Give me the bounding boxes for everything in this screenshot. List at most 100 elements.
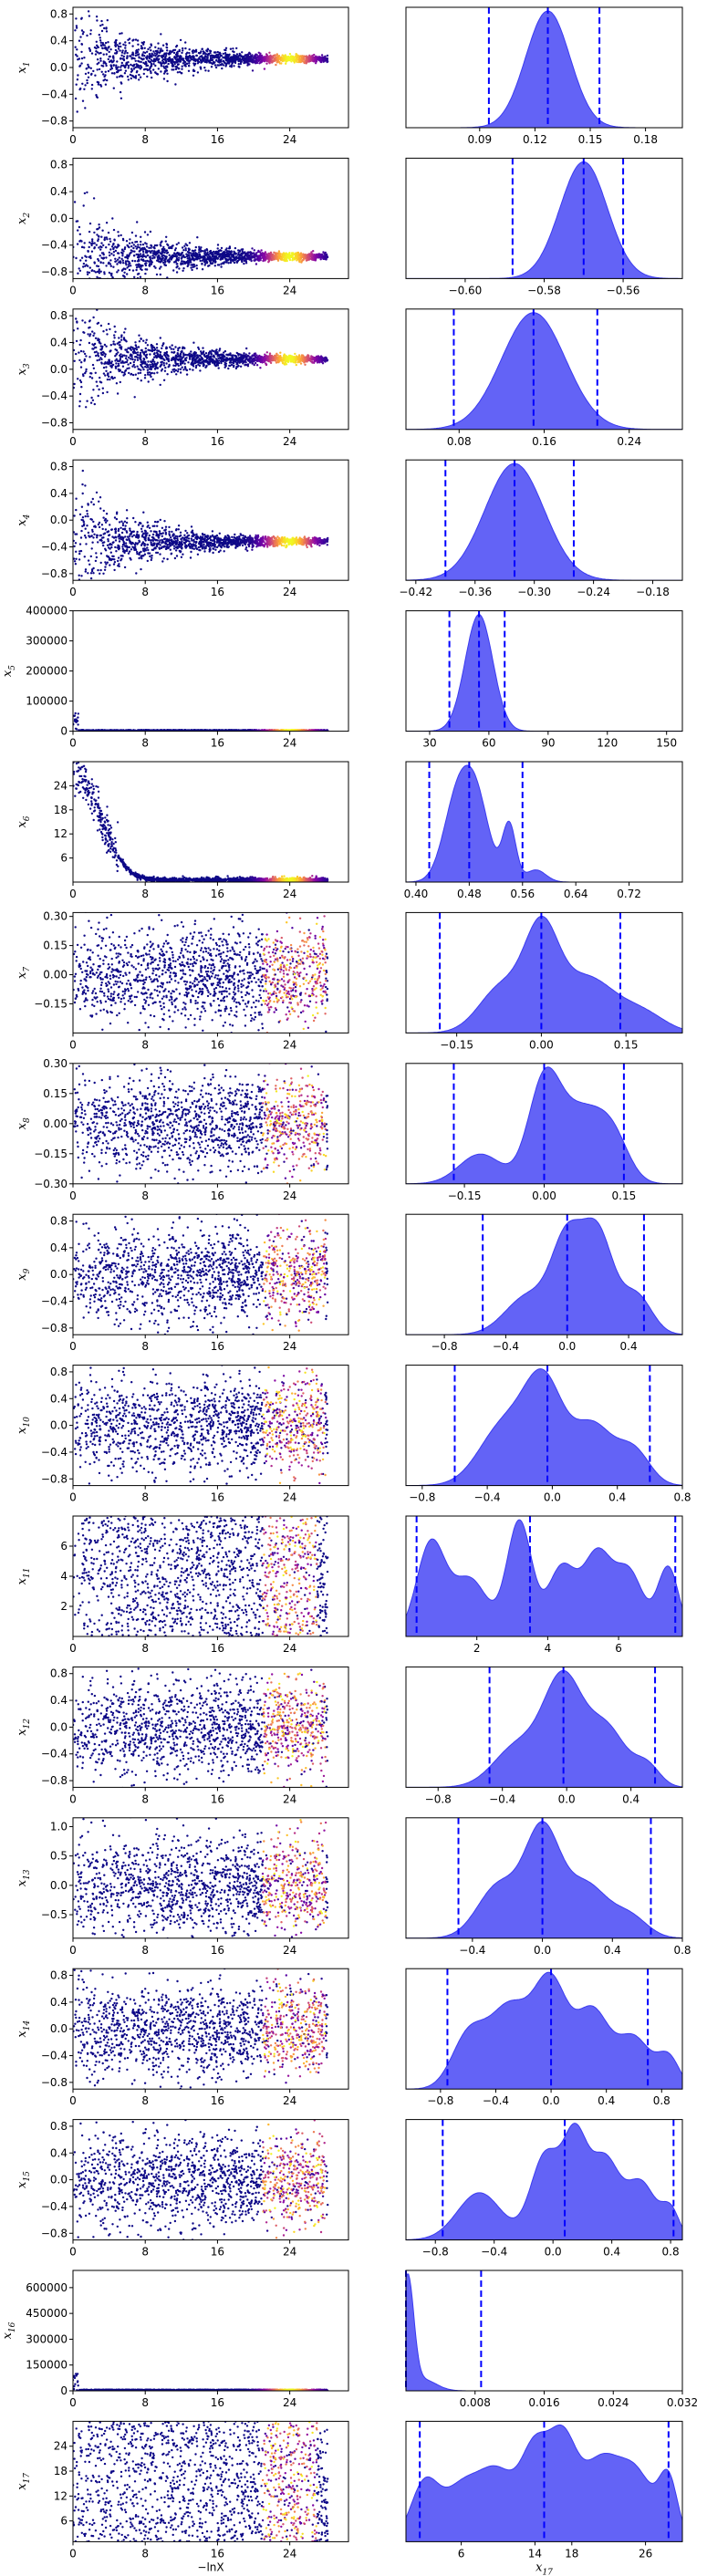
density-x-tick-label: 0.00 — [529, 1038, 554, 1051]
trace-x-tick-label: 16 — [211, 737, 224, 750]
trace-y-tick-label: 0.0 — [50, 212, 68, 224]
trace-y-tick-label: −0.30 — [34, 1178, 68, 1190]
row-x9: 0 8 16 24−0.8−0.40.00.40.8x9−0.8 −0.4 0.0 0.4 — [16, 1190, 682, 1353]
trace-y-tick-label: −0.4 — [41, 2200, 68, 2213]
density-x-tick-label: 6 — [615, 1642, 622, 1655]
density-x-tick-label: 0.12 — [523, 133, 547, 146]
trace-x-tick-label: 24 — [283, 284, 296, 296]
density-panel-x8: −0.15 0.00 0.15 — [406, 1064, 682, 1202]
density-x-tick-label: 0.0 — [558, 1792, 576, 1805]
trace-y-tick-label: 0 — [60, 2384, 68, 2397]
trace-y-tick-label: −0.4 — [41, 88, 68, 100]
trace-x-tick-label: 0 — [69, 1642, 77, 1655]
density-area-x3 — [406, 313, 682, 430]
trace-y-tick-label: 0.0 — [50, 514, 68, 526]
trace-y-tick-label: −0.4 — [41, 1748, 68, 1761]
density-x-tick-label: −0.56 — [607, 284, 640, 296]
trace-y-tick-label: 0.15 — [43, 1087, 68, 1100]
trace-x-tick-label: 24 — [283, 1038, 296, 1051]
density-x-tick-label: 0.15 — [578, 133, 603, 146]
trace-x-tick-label: 16 — [211, 1642, 224, 1655]
trace-panel-x2: 0 8 16 24−0.8−0.40.00.40.8x2 — [16, 158, 348, 323]
density-frame — [406, 611, 682, 732]
trace-x-tick-label: 0 — [69, 435, 77, 448]
trace-points-x4 — [72, 470, 328, 603]
trace-y-tick-label: 0.4 — [50, 487, 68, 500]
trace-y-tick-label: −0.4 — [41, 1295, 68, 1308]
trace-x-tick-label: 16 — [211, 2547, 224, 2560]
trace-panel-x3: 0 8 16 24−0.8−0.40.00.40.8x3 — [16, 296, 348, 448]
trace-x-tick-label: 0 — [69, 1491, 77, 1504]
trace-x-tick-label: 8 — [141, 888, 149, 900]
density-area-x6 — [406, 765, 682, 882]
density-x-tick-label: −0.30 — [517, 586, 551, 598]
trace-x-tick-label: 8 — [141, 1340, 149, 1353]
density-x-tick-label: 4 — [545, 1642, 552, 1655]
trace-frame — [73, 1667, 348, 1787]
density-x-tick-label: 0.48 — [457, 888, 482, 900]
trace-x-tick-label: 0 — [69, 2547, 77, 2560]
trace-x-axis-label: −lnX — [197, 2560, 224, 2573]
trace-x-tick-label: 0 — [69, 284, 77, 296]
trace-y-tick-label: 24 — [54, 2440, 68, 2453]
trace-y-tick-label: −0.15 — [34, 997, 68, 1010]
trace-y-tick-label: 0.15 — [43, 940, 68, 952]
trace-y-tick-label: 0.0 — [50, 1268, 68, 1281]
trace-x-tick-label: 24 — [283, 1944, 296, 1957]
trace-points-x3 — [72, 296, 328, 408]
trace-points-x8 — [73, 1030, 328, 1197]
trace-x-tick-label: 8 — [141, 586, 149, 598]
trace-points-x16 — [72, 2373, 329, 2392]
density-panel-x12: −0.8 −0.4 0.0 0.4 — [406, 1667, 682, 1805]
trace-x-tick-label: 16 — [211, 1038, 224, 1051]
trace-y-tick-label: 0.00 — [43, 969, 68, 982]
trace-y-tick-label: 0.8 — [50, 309, 68, 322]
density-x-tick-label: 0.0 — [545, 2246, 562, 2259]
trace-x-tick-label: 24 — [283, 586, 296, 598]
density-x-tick-label: 0.15 — [612, 1189, 637, 1202]
trace-x-tick-label: 8 — [141, 2246, 149, 2259]
density-x-tick-label: 0.16 — [532, 435, 556, 448]
trace-y-tick-label: −0.8 — [41, 1774, 68, 1787]
trace-y-tick-label: −0.4 — [41, 541, 68, 554]
trace-x-tick-label: 8 — [141, 2547, 149, 2560]
density-x-tick-label: 2 — [473, 1642, 481, 1655]
trace-x-tick-label: 16 — [211, 2094, 224, 2107]
trace-y-axis-label: x8 — [16, 1117, 32, 1129]
trace-y-axis-label: x10 — [16, 1417, 32, 1434]
trace-y-tick-label: 1.0 — [50, 1820, 68, 1833]
trace-y-tick-label: 0.0 — [50, 1879, 68, 1892]
trace-y-tick-label: −0.8 — [41, 2076, 68, 2089]
trace-x-tick-label: 8 — [141, 1642, 149, 1655]
trace-y-axis-label: x3 — [16, 363, 32, 375]
trace-y-tick-label: 0 — [60, 725, 68, 738]
trace-y-axis-label: x17 — [16, 2473, 32, 2490]
trace-x-tick-label: 24 — [283, 133, 296, 146]
density-x-tick-label: 0.0 — [543, 2094, 560, 2107]
trace-x-tick-label: 8 — [141, 284, 149, 296]
trace-x-tick-label: 0 — [69, 1792, 77, 1805]
trace-points-x13 — [72, 1811, 328, 1959]
trace-y-tick-label: −0.8 — [41, 1322, 68, 1335]
row-x4: 0 8 16 24−0.8−0.40.00.40.8x4−0.42 −0.36 −0.30… — [16, 460, 682, 602]
trace-y-tick-label: −0.4 — [41, 239, 68, 252]
trace-x-tick-label: 0 — [69, 888, 77, 900]
row-x2: 0 8 16 24−0.8−0.40.00.40.8x2−0.60 −0.58 −0.56 — [16, 158, 682, 323]
density-panel-x3: 0.08 0.16 0.24 — [406, 309, 682, 448]
trace-y-tick-label: 150000 — [26, 2359, 68, 2372]
trace-y-tick-label: −0.15 — [34, 1148, 68, 1160]
trace-x-tick-label: 24 — [283, 1792, 296, 1805]
density-x-tick-label: 0.64 — [564, 888, 588, 900]
trace-y-tick-label: 450000 — [26, 2307, 68, 2320]
trace-x-tick-label: 0 — [69, 737, 77, 750]
density-x-tick-label: −0.4 — [483, 2094, 509, 2107]
trace-panel-x9: 0 8 16 24−0.8−0.40.00.40.8x9 — [16, 1190, 348, 1353]
trace-x-tick-label: 8 — [141, 1792, 149, 1805]
